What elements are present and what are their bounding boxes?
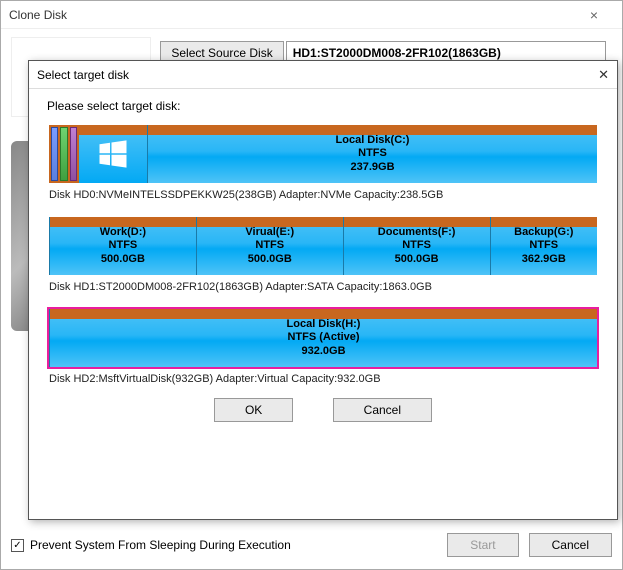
- select-target-disk-dialog: Select target disk ✕ Please select targe…: [28, 60, 618, 520]
- partition-fs: NTFS: [358, 147, 387, 160]
- back-window-title: Clone Disk: [9, 8, 574, 22]
- partition-fs: NTFS: [255, 239, 284, 252]
- partition[interactable]: Virual(E:)NTFS500.0GB: [196, 217, 343, 275]
- partition-fs: NTFS: [402, 239, 431, 252]
- partition-fs: NTFS: [529, 239, 558, 252]
- partition-name: Local Disk(H:): [287, 318, 361, 331]
- partition[interactable]: Documents(F:)NTFS500.0GB: [343, 217, 490, 275]
- disk-bar[interactable]: Local Disk(C:)NTFS237.9GB: [47, 123, 599, 185]
- partition-size: 500.0GB: [248, 253, 292, 266]
- modal-close-icon[interactable]: ✕: [579, 67, 609, 83]
- windows-logo-icon: [79, 125, 147, 183]
- start-button[interactable]: Start: [447, 533, 518, 557]
- prevent-sleep-label: Prevent System From Sleeping During Exec…: [30, 538, 437, 552]
- ok-button[interactable]: OK: [214, 398, 293, 422]
- disk-bar[interactable]: Local Disk(H:)NTFS (Active)932.0GB: [47, 307, 599, 369]
- disk-bar[interactable]: Work(D:)NTFS500.0GBVirual(E:)NTFS500.0GB…: [47, 215, 599, 277]
- partition-size: 237.9GB: [350, 161, 394, 174]
- prevent-sleep-checkbox[interactable]: ✓: [11, 539, 24, 552]
- disk-block: Local Disk(C:)NTFS237.9GBDisk HD0:NVMeIN…: [47, 123, 599, 211]
- partition-size: 362.9GB: [522, 253, 566, 266]
- back-close-icon[interactable]: ×: [574, 7, 614, 23]
- reserved-stripes: [49, 125, 79, 183]
- disk-caption: Disk HD1:ST2000DM008-2FR102(1863GB) Adap…: [47, 277, 599, 303]
- partition-name: Local Disk(C:): [336, 134, 410, 147]
- partition[interactable]: Backup(G:)NTFS362.9GB: [490, 217, 597, 275]
- disk-block: Local Disk(H:)NTFS (Active)932.0GBDisk H…: [47, 307, 599, 395]
- partition-name: Documents(F:): [378, 226, 456, 239]
- bottom-row: ✓ Prevent System From Sleeping During Ex…: [11, 533, 612, 557]
- back-cancel-button[interactable]: Cancel: [529, 533, 612, 557]
- partition-size: 500.0GB: [101, 253, 145, 266]
- modal-prompt: Please select target disk:: [47, 99, 599, 113]
- partition-size: 932.0GB: [301, 345, 345, 358]
- partition-size: 500.0GB: [395, 253, 439, 266]
- partition-name: Work(D:): [100, 226, 146, 239]
- partition[interactable]: Local Disk(H:)NTFS (Active)932.0GB: [49, 309, 597, 367]
- modal-title: Select target disk: [37, 68, 579, 82]
- modal-titlebar: Select target disk ✕: [29, 61, 617, 89]
- disk-caption: Disk HD0:NVMeINTELSSDPEKKW25(238GB) Adap…: [47, 185, 599, 211]
- partition-name: Backup(G:): [514, 226, 573, 239]
- partition[interactable]: Local Disk(C:)NTFS237.9GB: [147, 125, 597, 183]
- partition-name: Virual(E:): [245, 226, 294, 239]
- modal-cancel-button[interactable]: Cancel: [333, 398, 432, 422]
- disk-block: Work(D:)NTFS500.0GBVirual(E:)NTFS500.0GB…: [47, 215, 599, 303]
- partition[interactable]: Work(D:)NTFS500.0GB: [49, 217, 196, 275]
- partition-fs: NTFS (Active): [287, 331, 359, 344]
- partition-fs: NTFS: [109, 239, 138, 252]
- back-titlebar: Clone Disk ×: [1, 1, 622, 29]
- disk-caption: Disk HD2:MsftVirtualDisk(932GB) Adapter:…: [47, 369, 599, 395]
